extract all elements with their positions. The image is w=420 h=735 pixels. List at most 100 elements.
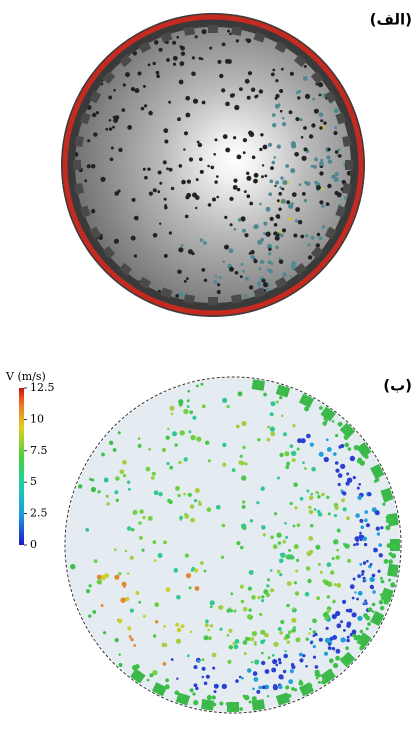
particle (119, 469, 124, 474)
particle (218, 60, 222, 64)
particle (173, 63, 176, 66)
particle (219, 276, 222, 279)
particle (235, 271, 239, 275)
particle (248, 608, 251, 611)
particle (304, 65, 307, 68)
particle (297, 523, 301, 527)
particle (359, 646, 364, 651)
particle (143, 85, 146, 88)
particle (244, 233, 248, 237)
particle (373, 548, 378, 553)
particle (205, 623, 209, 627)
particle (324, 652, 328, 656)
particle (134, 216, 139, 221)
particle (118, 431, 121, 434)
lifter (345, 160, 353, 170)
particle (319, 171, 323, 175)
particle (332, 647, 335, 650)
particle (163, 160, 167, 164)
particle (299, 183, 302, 186)
particle (302, 192, 306, 196)
particle (155, 620, 158, 623)
particle (118, 572, 121, 575)
particle (192, 56, 195, 59)
particle (224, 245, 229, 250)
particle (285, 164, 289, 168)
particle (91, 487, 96, 492)
particle (212, 695, 216, 699)
particle (267, 426, 270, 429)
particle (346, 624, 350, 628)
tick-label: 0 (30, 538, 37, 551)
particle (282, 122, 286, 126)
particle (233, 179, 237, 183)
particle (123, 474, 126, 477)
particle (187, 180, 191, 184)
particle (249, 252, 252, 255)
particle (327, 595, 330, 598)
particle (279, 389, 282, 392)
particle (333, 452, 337, 456)
particle (198, 143, 202, 147)
particle (319, 126, 322, 129)
particle (283, 432, 287, 436)
particle (278, 685, 282, 689)
particle (265, 669, 270, 674)
particle (88, 614, 91, 617)
particle (225, 102, 230, 107)
particle (279, 186, 282, 189)
particle (323, 121, 326, 124)
particle (298, 220, 302, 224)
particle (259, 89, 263, 93)
particle (257, 438, 260, 441)
particle (238, 218, 242, 222)
particle (207, 507, 212, 512)
particle (210, 600, 215, 605)
particle (215, 276, 217, 278)
particle (291, 618, 296, 623)
particle (321, 204, 325, 208)
particle (319, 236, 323, 240)
lifter (184, 26, 195, 36)
particle (344, 543, 349, 548)
particle (111, 147, 114, 150)
particle (272, 161, 276, 165)
particle (327, 184, 331, 188)
particle (266, 232, 271, 237)
particle (207, 695, 212, 700)
particle (335, 191, 339, 195)
particle (230, 223, 233, 226)
particle (241, 263, 244, 266)
particle (360, 630, 363, 633)
particle (200, 170, 204, 174)
particle (243, 138, 247, 142)
particle (328, 643, 331, 646)
particle (181, 624, 185, 628)
particle (357, 640, 361, 644)
particle (190, 631, 193, 634)
particle (134, 88, 139, 93)
particle (196, 178, 199, 181)
lifter (74, 136, 84, 147)
particle (309, 510, 314, 515)
particle (308, 632, 310, 634)
particle (222, 684, 227, 689)
particle (207, 165, 210, 168)
particle (380, 606, 384, 610)
particle (387, 543, 392, 548)
particle (368, 607, 373, 612)
particle (153, 188, 157, 192)
particle (324, 617, 328, 621)
particle (135, 591, 139, 595)
particle (114, 490, 118, 494)
particle (361, 570, 364, 573)
particle (109, 441, 113, 445)
particle (114, 575, 119, 580)
particle (340, 637, 345, 642)
particle (304, 398, 308, 402)
particle (295, 591, 299, 595)
particle (261, 525, 266, 530)
particle (284, 451, 289, 456)
particle (214, 684, 219, 689)
particle (253, 179, 258, 184)
